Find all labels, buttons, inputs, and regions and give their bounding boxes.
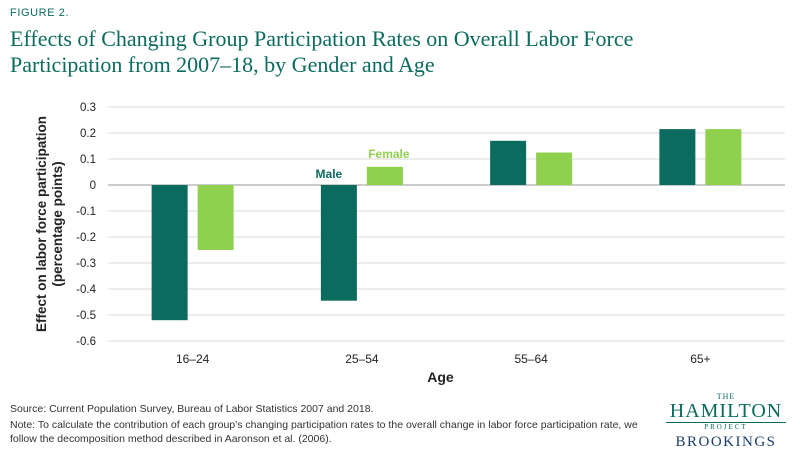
x-tick-label: 65+ bbox=[690, 352, 710, 366]
x-tick-label: 25–54 bbox=[345, 352, 379, 366]
y-tick-label: 0 bbox=[90, 180, 96, 192]
y-tick-label: 0.1 bbox=[80, 154, 96, 166]
y-tick-label: 0.3 bbox=[80, 102, 96, 114]
series-label-male: Male bbox=[316, 167, 343, 181]
y-tick-label: -0.5 bbox=[76, 310, 96, 322]
bar-female-2 bbox=[536, 152, 573, 185]
logo-brookings: BROOKINGS bbox=[675, 434, 777, 450]
series-label-female: Female bbox=[368, 147, 410, 161]
y-tick-label: -0.3 bbox=[76, 258, 96, 270]
y-axis-title-line: (percentage points) bbox=[50, 161, 65, 286]
source-note: Source: Current Population Survey, Burea… bbox=[10, 403, 374, 415]
logo-project: PROJECT bbox=[704, 423, 748, 431]
bar-female-3 bbox=[705, 129, 742, 185]
chart-title: Effects of Changing Group Participation … bbox=[10, 26, 634, 77]
x-tick-label: 55–64 bbox=[514, 352, 548, 366]
x-tick-label: 16–24 bbox=[176, 352, 210, 366]
bar-chart: 0.3 0.2 0.1 0 -0.1 -0.2 -0.3 -0.4 -0.5 -0.6 16–24 2… bbox=[34, 102, 785, 385]
bar-male-3 bbox=[659, 129, 696, 185]
logo-the: THE bbox=[716, 392, 736, 401]
y-tick-label: -0.1 bbox=[76, 206, 96, 218]
x-axis-title: Age bbox=[427, 369, 454, 385]
figure-label: FIGURE 2. bbox=[10, 7, 70, 19]
bar-female-1 bbox=[366, 166, 403, 185]
y-axis-title-line: Effect on labor force participation bbox=[34, 116, 49, 332]
bar-male-0 bbox=[151, 185, 188, 321]
bar-male-1 bbox=[320, 185, 357, 301]
logo-hamilton: HAMILTON bbox=[666, 401, 786, 423]
y-tick-label: -0.2 bbox=[76, 232, 96, 244]
y-tick-label: -0.4 bbox=[76, 284, 96, 296]
bar-female-0 bbox=[197, 185, 234, 250]
y-tick-label: -0.6 bbox=[76, 336, 96, 348]
bar-male-2 bbox=[490, 140, 527, 185]
y-tick-label: 0.2 bbox=[80, 128, 96, 140]
hamilton-brookings-logo: THE HAMILTON PROJECT BROOKINGS bbox=[666, 392, 786, 452]
methodology-note: Note: To calculate the contribution of e… bbox=[10, 419, 638, 445]
